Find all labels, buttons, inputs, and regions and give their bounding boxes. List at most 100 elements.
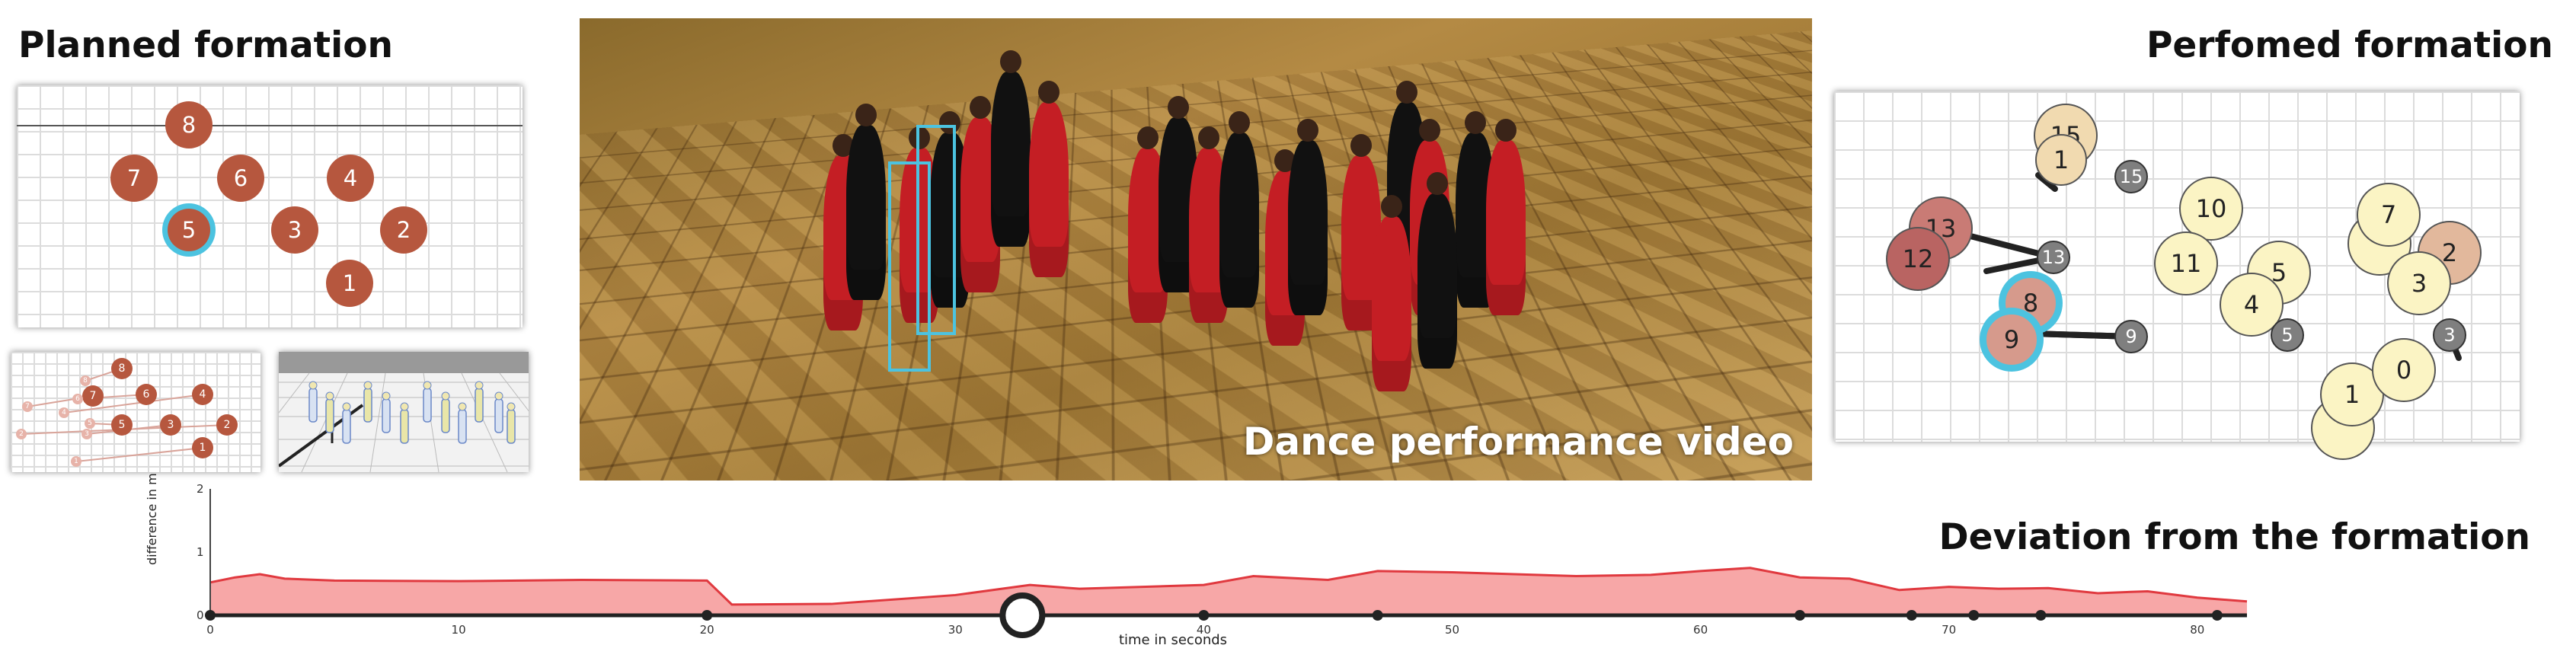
- dancer-head: [855, 104, 877, 126]
- dancer-figure: [1219, 133, 1259, 308]
- trace-ghost-dancer: 5: [85, 418, 95, 429]
- dancer-figure: [846, 125, 886, 300]
- performed-formation-title: Perfomed formation: [2146, 24, 2553, 66]
- 3d-dancer-head: [442, 392, 449, 400]
- planned-dancer-7[interactable]: 7: [110, 155, 158, 202]
- dancer-head: [1381, 195, 1402, 218]
- dancer-head: [1297, 119, 1318, 142]
- performed-position-marker-9[interactable]: 9: [2114, 320, 2148, 353]
- planned-dancer-5[interactable]: 5: [168, 209, 210, 251]
- keyframe-marker[interactable]: [1968, 610, 1979, 621]
- 3d-dancer-head: [495, 392, 503, 400]
- video-caption: Dance performance video: [1243, 420, 1794, 464]
- trace-thumbnail[interactable]: 8877664455332211: [11, 352, 260, 472]
- planned-dancer-6[interactable]: 6: [217, 155, 264, 202]
- 3d-dancer-figure: [423, 388, 431, 422]
- x-tick-label: 40: [1197, 623, 1211, 637]
- keyframe-marker[interactable]: [2035, 610, 2046, 621]
- dancer-head: [1000, 50, 1021, 73]
- planned-dancer-2[interactable]: 2: [380, 206, 427, 254]
- 3d-dancer-figure: [401, 410, 408, 443]
- performed-dancer-3[interactable]: 3: [2387, 251, 2451, 315]
- planned-formation-panel[interactable]: 87 6 4 5 3 21: [17, 85, 523, 327]
- dancer-figure: [1486, 140, 1526, 315]
- trace-dancer-5: 5: [111, 414, 133, 436]
- 3d-dancer-figure: [475, 388, 483, 422]
- dancer-head: [1419, 119, 1440, 142]
- 3d-dancer-head: [343, 403, 350, 410]
- x-tick-label: 20: [700, 623, 714, 637]
- dancer-head: [1038, 81, 1059, 104]
- 3d-dancer-figure: [495, 399, 503, 433]
- stage-front-line: [17, 125, 523, 126]
- keyframe-marker[interactable]: [1795, 610, 1805, 621]
- 3d-dancer-head: [382, 392, 390, 400]
- 3d-dancer-figure: [507, 410, 515, 443]
- performed-dancer-11[interactable]: 11: [2154, 232, 2218, 295]
- dancer-head: [970, 96, 991, 119]
- 3d-dancer-figure: [343, 410, 350, 443]
- performed-position-marker-15[interactable]: 15: [2114, 160, 2148, 193]
- dance-video[interactable]: Dance performance video: [580, 18, 1812, 481]
- trace-ghost-dancer: 6: [72, 394, 83, 404]
- trace-dancer-6: 6: [136, 384, 157, 405]
- trace-ghost-dancer: 1: [71, 456, 81, 467]
- dancer-head: [1198, 126, 1219, 149]
- 3d-dancer-figure: [309, 388, 317, 422]
- x-tick-label: 60: [1693, 623, 1708, 637]
- dancer-head: [1229, 111, 1250, 134]
- trace-dancer-3: 3: [160, 414, 181, 436]
- trace-dancer-4: 4: [192, 384, 213, 405]
- keyframe-marker[interactable]: [205, 610, 216, 621]
- performed-dancer-9[interactable]: 9: [1980, 308, 2044, 372]
- planned-dancer-3[interactable]: 3: [271, 206, 318, 254]
- dancer-figure: [991, 72, 1031, 247]
- 3d-dancer-figure: [326, 399, 334, 433]
- y-tick-label: 2: [197, 482, 204, 496]
- performed-position-marker-5[interactable]: 5: [2271, 318, 2304, 352]
- keyframe-marker[interactable]: [1373, 610, 1383, 621]
- trace-line: [76, 448, 203, 461]
- performed-dancer-0[interactable]: 0: [2372, 338, 2436, 402]
- trace-lines: [11, 352, 260, 472]
- 3d-dancer-figure: [459, 410, 466, 443]
- x-tick-label: 80: [2190, 623, 2204, 637]
- performed-formation-panel[interactable]: 151151312131011572334589910: [1834, 91, 2520, 442]
- dancer-head: [1427, 172, 1448, 195]
- planned-dancer-8[interactable]: 8: [165, 101, 213, 148]
- deviation-area: [210, 568, 2247, 615]
- x-tick-label: 10: [452, 623, 466, 637]
- x-tick-label: 30: [948, 623, 963, 637]
- dancer-figure: [1417, 193, 1457, 369]
- time-slider-handle[interactable]: [1002, 596, 1042, 635]
- trace-dancer-7: 7: [82, 385, 104, 407]
- dancer-head: [1396, 81, 1417, 104]
- 3d-dancer-figure: [382, 399, 390, 433]
- 3d-view-thumbnail[interactable]: [279, 352, 529, 472]
- x-tick-label: 70: [1942, 623, 1956, 637]
- planned-formation-title: Planned formation: [18, 24, 393, 66]
- planned-dancer-4[interactable]: 4: [327, 155, 374, 202]
- performed-dancer-12[interactable]: 12: [1886, 227, 1950, 291]
- 3d-grid: [279, 352, 529, 472]
- tracking-box: [888, 161, 931, 372]
- y-tick-label: 0: [197, 608, 204, 622]
- performed-position-marker-13[interactable]: 13: [2037, 241, 2070, 274]
- 3d-dancer-figure: [364, 388, 372, 422]
- dancer-head: [1350, 134, 1372, 157]
- 3d-dancer-head: [507, 403, 515, 410]
- trace-dancer-1: 1: [192, 437, 213, 458]
- dancer-head: [1137, 126, 1159, 149]
- performed-position-marker-3[interactable]: 3: [2433, 318, 2466, 352]
- keyframe-marker[interactable]: [1198, 610, 1209, 621]
- performed-dancer-1[interactable]: 1: [2035, 134, 2087, 186]
- 3d-dancer-head: [423, 382, 431, 389]
- performed-dancer-7[interactable]: 7: [2357, 183, 2421, 247]
- x-tick-label: 0: [206, 623, 214, 637]
- keyframe-marker[interactable]: [1906, 610, 1917, 621]
- deviation-chart[interactable]: difference in m time in seconds 0 10 20 30 4…: [152, 481, 2270, 661]
- keyframe-marker[interactable]: [702, 610, 712, 621]
- planned-dancer-1[interactable]: 1: [326, 260, 373, 307]
- keyframe-marker[interactable]: [2212, 610, 2223, 621]
- dancer-figure: [1029, 102, 1069, 277]
